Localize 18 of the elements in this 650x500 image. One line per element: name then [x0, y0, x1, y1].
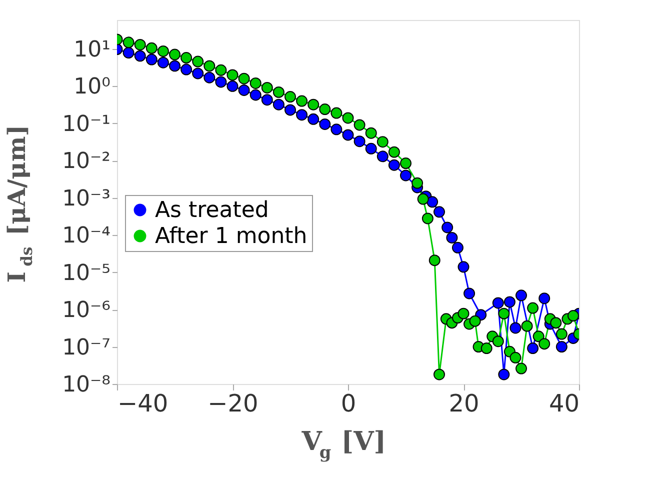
y-tick-label: 10⁻⁷: [62, 335, 110, 360]
x-tick-label: 20: [448, 390, 480, 418]
y-axis-title: Ids [μA/μm]: [2, 124, 36, 283]
y-tick-label: 10⁻⁸: [62, 372, 111, 398]
legend-label: As treated: [155, 198, 269, 223]
y-tick-label: 10¹: [74, 37, 110, 62]
y-tick-label: 10⁻¹: [62, 112, 110, 137]
y-tick-label: 10⁻⁶: [62, 298, 111, 324]
y-tick-label: 10⁻²: [62, 149, 110, 174]
x-tick-label: −20: [208, 390, 258, 418]
x-tick-label: −40: [118, 390, 168, 418]
y-tick-label: 10⁻⁴: [62, 224, 111, 249]
x-tick-label: 0: [340, 390, 356, 418]
x-tick-label: 40: [548, 390, 580, 418]
y-tick-label: 10⁻⁵: [62, 260, 110, 286]
legend-label: After 1 month: [155, 224, 308, 249]
y-tick-label: 10⁰: [74, 74, 111, 100]
y-tick-label: 10⁻³: [62, 186, 110, 212]
